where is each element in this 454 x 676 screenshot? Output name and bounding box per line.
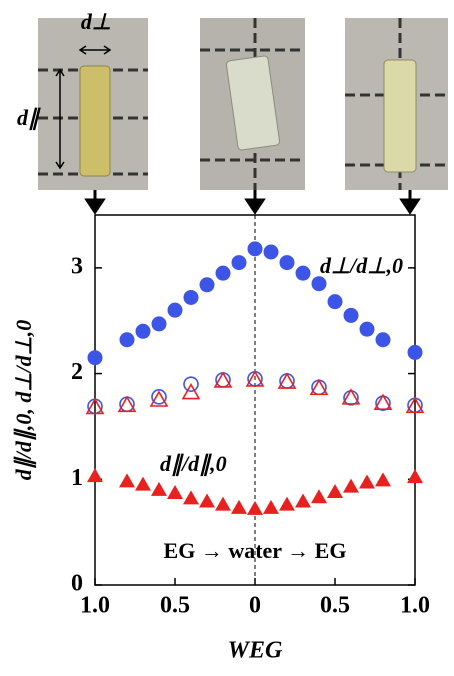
data-point xyxy=(167,485,183,500)
data-point xyxy=(119,473,135,488)
data-point xyxy=(311,489,327,504)
data-point xyxy=(327,483,343,498)
crystal xyxy=(79,65,111,177)
data-point xyxy=(151,316,167,332)
data-point xyxy=(199,493,215,508)
data-point xyxy=(263,499,279,514)
data-point xyxy=(247,500,263,515)
x-axis-label: WEG xyxy=(228,638,283,664)
photo-label: d⊥ xyxy=(81,9,111,34)
data-point xyxy=(277,372,297,389)
crystal xyxy=(225,55,281,151)
data-point xyxy=(199,277,215,293)
data-point xyxy=(215,496,231,511)
data-point xyxy=(183,376,199,392)
data-point xyxy=(343,478,359,493)
data-point xyxy=(279,255,295,271)
data-point xyxy=(247,241,263,257)
data-point xyxy=(375,332,391,348)
data-point xyxy=(279,373,295,389)
data-point xyxy=(85,397,105,415)
photo-label: d∥ xyxy=(17,105,41,131)
dimension-arrows xyxy=(55,45,112,170)
x-tick-label: 1.0 xyxy=(400,593,430,619)
annotation: EG → water → EG xyxy=(164,538,347,563)
crystal xyxy=(383,59,417,173)
data-point xyxy=(407,469,423,484)
data-point xyxy=(311,276,327,292)
data-point xyxy=(295,493,311,508)
x-tick-label: 0.5 xyxy=(160,593,190,619)
data-point xyxy=(263,244,279,260)
data-point xyxy=(407,344,423,360)
data-point xyxy=(231,255,247,271)
data-point xyxy=(215,372,231,388)
y-tick-label: 3 xyxy=(71,253,83,279)
data-point xyxy=(183,289,199,305)
data-point xyxy=(405,396,425,414)
data-point xyxy=(215,265,231,281)
data-point xyxy=(359,321,375,337)
x-tick-label: 1.0 xyxy=(80,593,110,619)
data-point xyxy=(213,371,233,388)
down-arrows xyxy=(84,190,421,215)
data-point xyxy=(341,388,361,405)
data-point xyxy=(311,379,327,396)
data-point xyxy=(327,294,343,310)
data-point xyxy=(359,474,375,489)
data-point xyxy=(117,395,137,413)
series-label: d⊥/d⊥,0 xyxy=(320,253,403,278)
data-point xyxy=(279,496,295,511)
data-point xyxy=(149,390,169,407)
data-point xyxy=(135,476,151,491)
data-point xyxy=(135,323,151,339)
y-tick-label: 0 xyxy=(71,571,83,597)
data-point xyxy=(295,265,311,281)
data-point xyxy=(309,378,329,396)
y-tick-label: 1 xyxy=(71,465,83,491)
data-point xyxy=(343,307,359,323)
data-point xyxy=(231,499,247,514)
data-point xyxy=(151,481,167,496)
x-tick-label: 0.5 xyxy=(320,593,350,619)
data-point xyxy=(373,393,393,410)
data-point xyxy=(375,472,391,487)
x-tick-label: 0 xyxy=(249,593,261,619)
data-point xyxy=(119,332,135,348)
data-point xyxy=(181,382,201,400)
data-point xyxy=(151,389,167,405)
photos: d⊥ d∥ xyxy=(17,9,448,215)
y-tick-label: 2 xyxy=(71,359,83,385)
data-point xyxy=(183,490,199,505)
data-point xyxy=(87,350,103,366)
data-point xyxy=(167,302,183,318)
data-point xyxy=(245,370,265,387)
series-label: d∥/d∥,0 xyxy=(160,451,227,477)
data-point xyxy=(119,396,135,413)
data-point xyxy=(87,468,103,483)
y-axis-label: d∥/d∥,0, d⊥/d⊥,0 xyxy=(11,320,37,481)
